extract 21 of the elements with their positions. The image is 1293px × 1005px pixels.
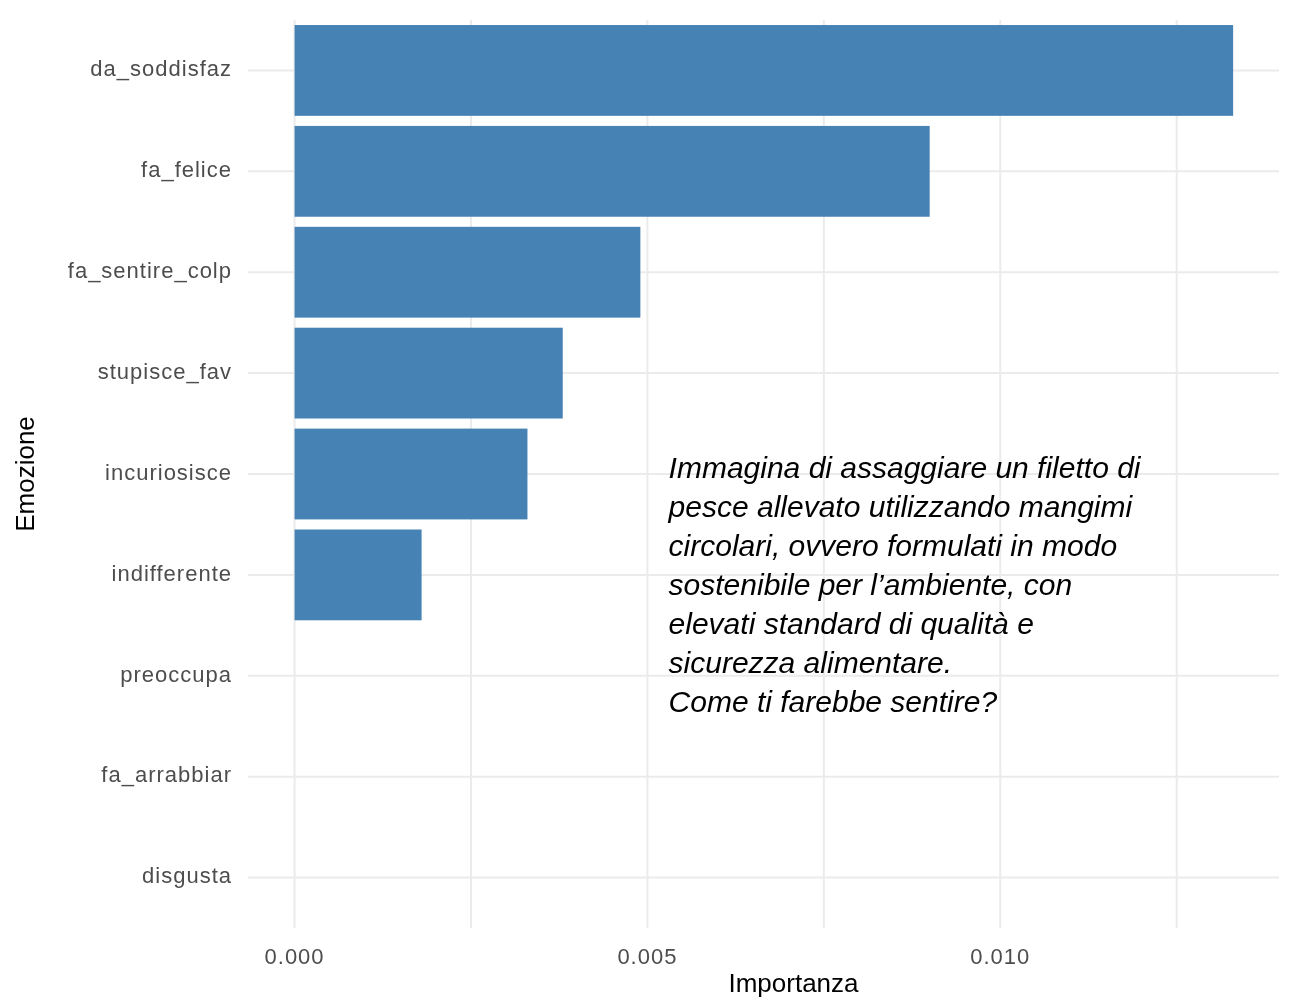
y-tick-label: disgusta — [142, 863, 232, 889]
x-tick-label: 0.010 — [970, 944, 1031, 969]
x-tick-label: 0.005 — [617, 944, 678, 969]
bar — [294, 226, 641, 318]
y-axis-title: Emozione — [10, 416, 40, 532]
x-tick-label: 0.000 — [264, 944, 325, 969]
y-tick-label: incuriosisce — [105, 459, 232, 485]
annotation: Immagina di assaggiare un filetto di pesce allevato utilizzando mangimi circolari, ovvero formulati in modo sostenibile per l’ambiente, con elevati standard di qualità e sicurezza alimentare. Come ti farebbe sentire? — [667, 451, 1142, 718]
bar — [294, 529, 422, 621]
bar — [294, 428, 528, 520]
y-tick-label: preoccupa — [120, 661, 232, 687]
y-tick-label: indifferente — [111, 560, 232, 586]
x-axis-title: Importanza — [728, 968, 860, 998]
y-tick-label: stupisce_fav — [97, 358, 232, 384]
y-tick-label: fa_sentire_colp — [67, 258, 232, 284]
y-tick-label: fa_arrabbiar — [101, 762, 232, 788]
bar — [294, 327, 563, 419]
bar — [294, 125, 930, 217]
y-tick-label: da_soddisfaz — [90, 56, 232, 82]
bar — [294, 25, 1234, 116]
y-tick-label: fa_felice — [141, 157, 232, 183]
